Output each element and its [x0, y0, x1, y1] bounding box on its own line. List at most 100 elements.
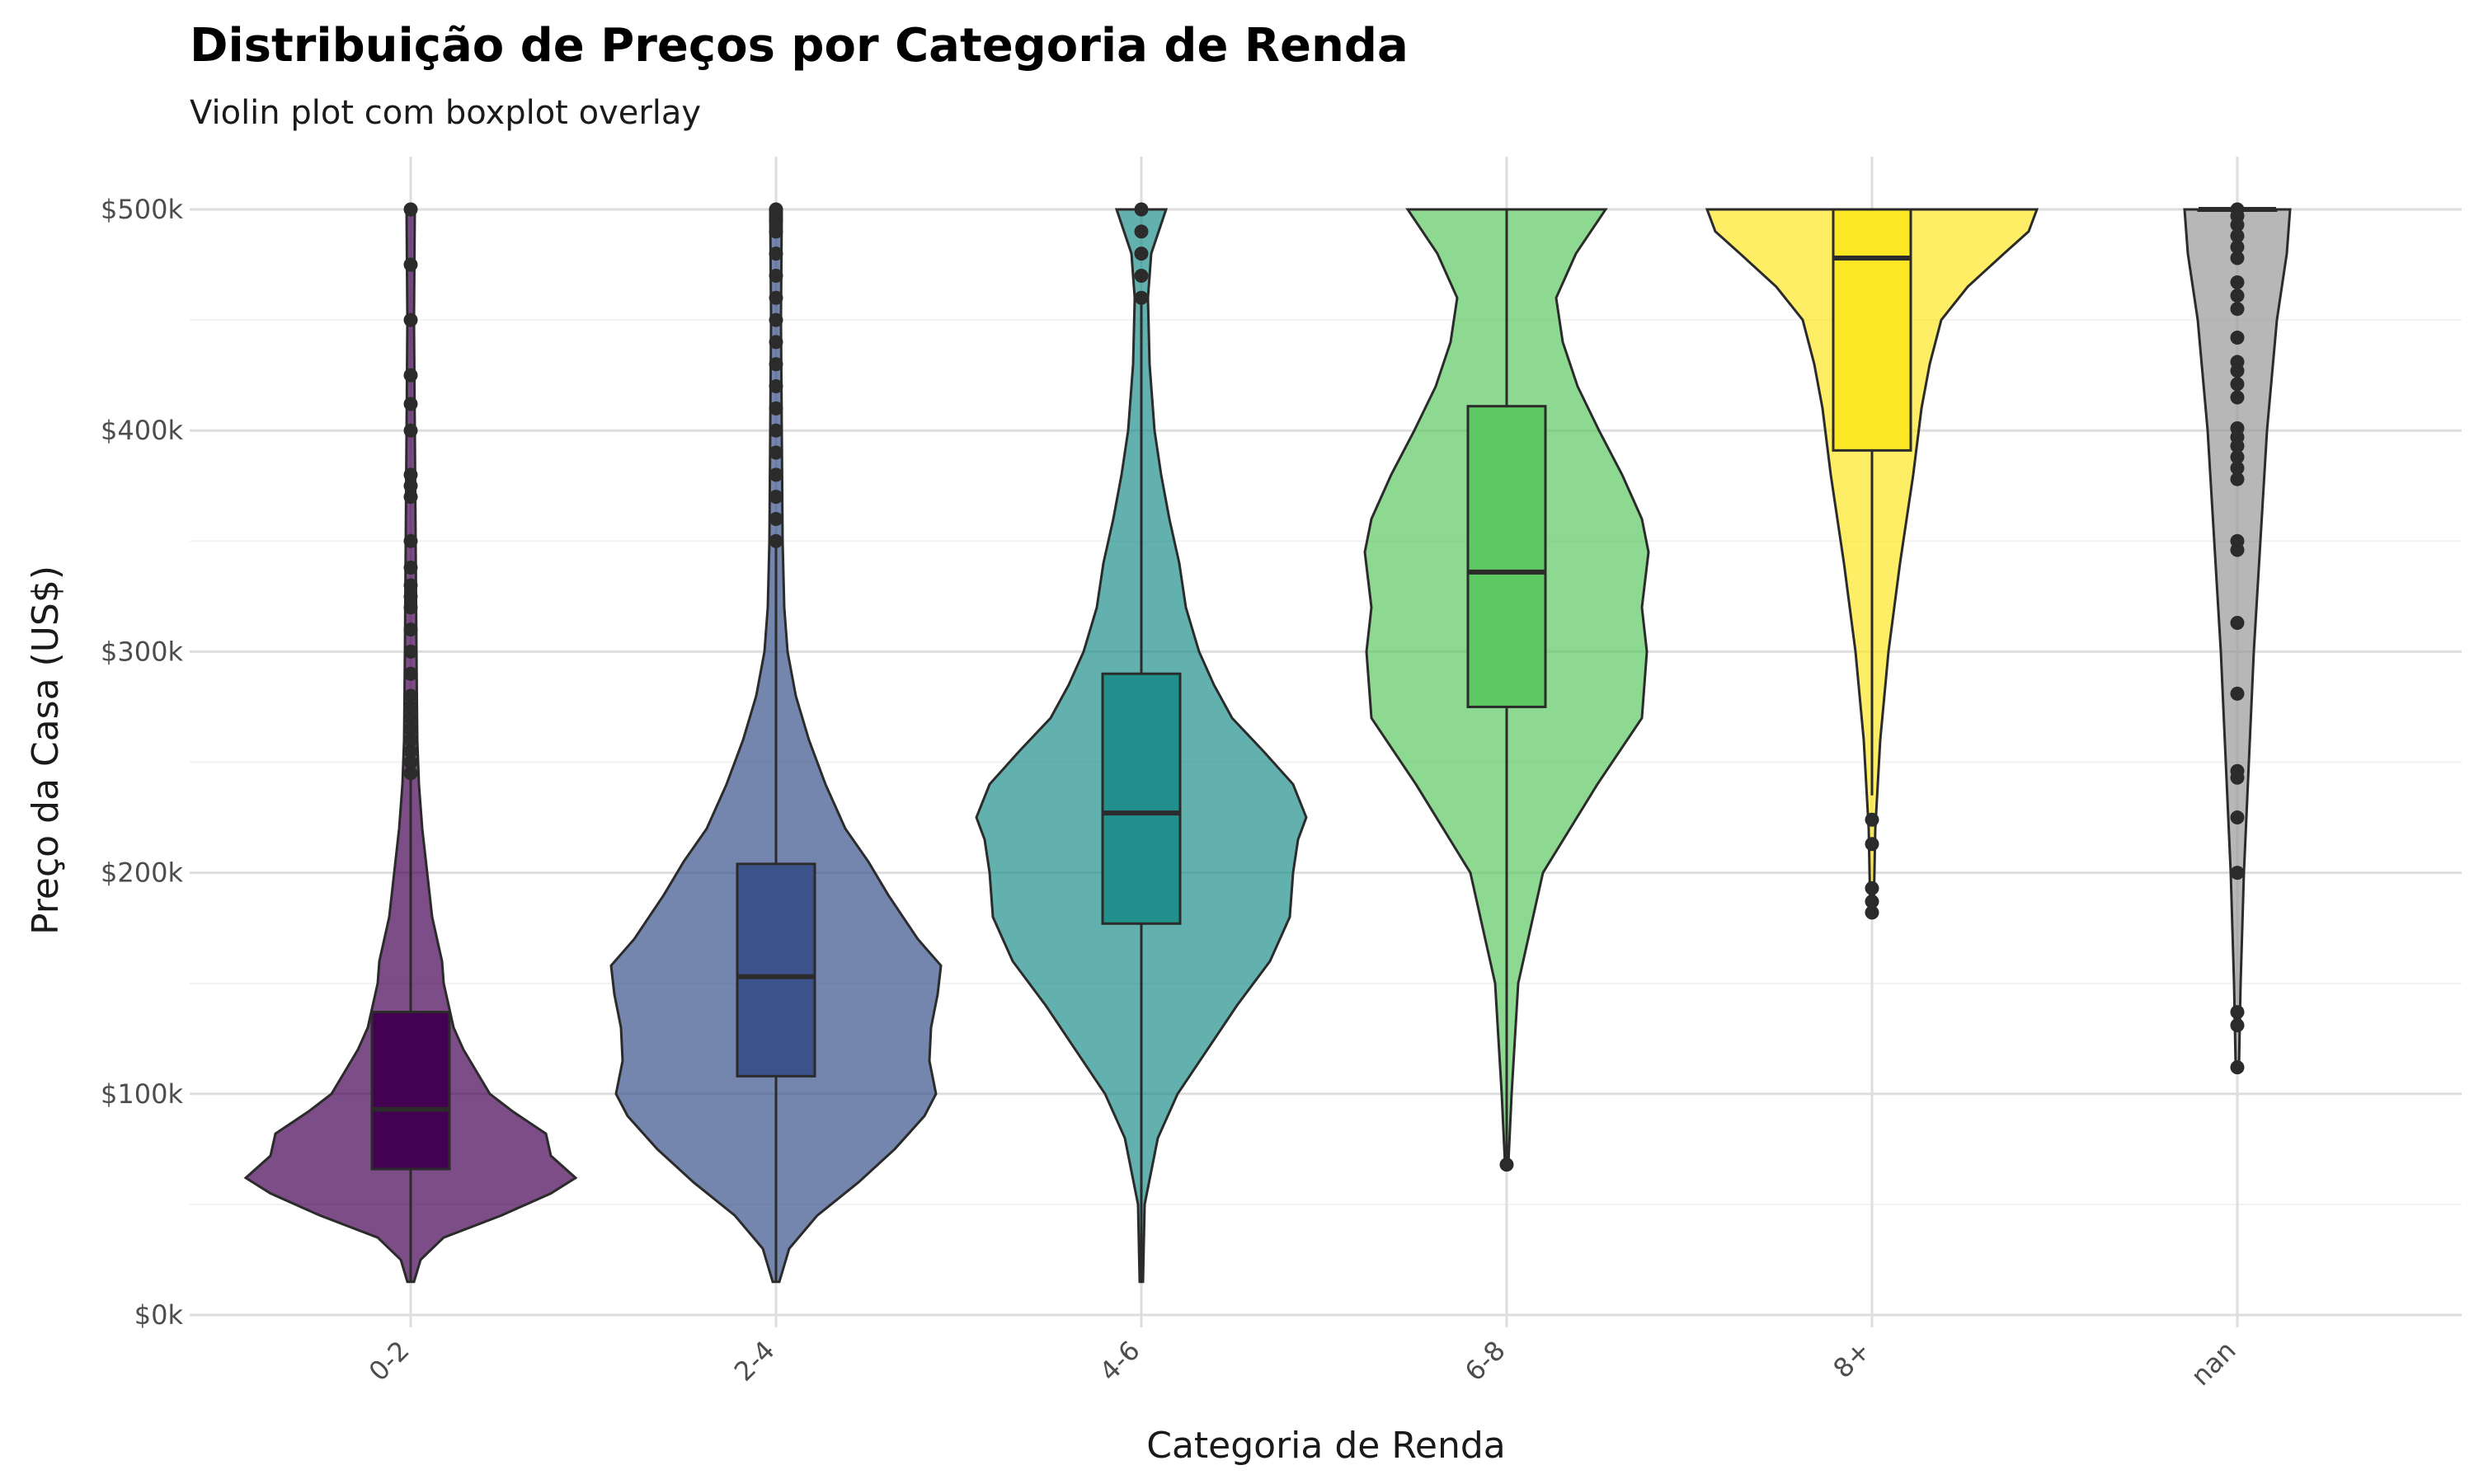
outlier-point	[2230, 228, 2245, 243]
y-tick-label: $400k	[101, 415, 183, 446]
outlier-point	[1134, 202, 1149, 217]
outlier-point	[1134, 224, 1149, 239]
outlier-point	[2230, 533, 2245, 548]
outlier-point	[403, 478, 418, 493]
outlier-point	[769, 401, 783, 416]
x-tick-label: 6-8	[1459, 1335, 1512, 1388]
outlier-point	[2230, 449, 2245, 464]
outlier-point	[769, 247, 783, 261]
outlier-point	[2230, 302, 2245, 317]
outlier-point	[403, 423, 418, 438]
outlier-point	[403, 755, 418, 769]
box	[1832, 208, 1912, 452]
outlier-point	[769, 490, 783, 505]
outlier-point	[2230, 686, 2245, 701]
outlier-point	[2230, 390, 2245, 405]
outlier-point	[1134, 268, 1149, 283]
y-tick-label: $100k	[101, 1078, 183, 1110]
y-tick-label: $0k	[134, 1299, 184, 1331]
violin-group	[609, 202, 943, 1284]
outlier-point	[403, 711, 418, 726]
box	[370, 1011, 451, 1171]
outlier-point	[2230, 251, 2245, 265]
outlier-point	[2230, 461, 2245, 476]
outlier-point	[403, 202, 418, 217]
outlier-point	[2230, 377, 2245, 392]
chart-subtitle: Violin plot com boxplot overlay	[190, 94, 701, 132]
outlier-point	[2230, 240, 2245, 255]
outlier-point	[2230, 1005, 2245, 1020]
outlier-point	[403, 600, 418, 615]
outlier-point	[1865, 837, 1879, 852]
outlier-point	[2230, 616, 2245, 631]
x-tick-label: 8+	[1827, 1335, 1876, 1384]
outlier-point	[769, 202, 783, 217]
outlier-point	[403, 699, 418, 714]
y-axis-title: Preço da Casa (US$)	[25, 566, 67, 935]
outlier-point	[403, 490, 418, 505]
outlier-point	[769, 224, 783, 239]
outlier-point	[1865, 812, 1879, 827]
outlier-point	[1865, 894, 1879, 909]
outlier-point	[769, 335, 783, 350]
outlier-point	[403, 560, 418, 575]
outlier-point	[769, 312, 783, 327]
outlier-point	[769, 423, 783, 438]
violin-group	[975, 202, 1308, 1284]
outlier-point	[769, 379, 783, 394]
box	[736, 862, 816, 1078]
outlier-point	[2230, 1060, 2245, 1075]
outlier-point	[769, 467, 783, 482]
outlier-point	[2230, 331, 2245, 345]
outlier-point	[769, 357, 783, 372]
outlier-point	[769, 511, 783, 526]
outlier-point	[2230, 421, 2245, 436]
violin-group	[243, 202, 578, 1284]
x-tick-label: 4-6	[1094, 1335, 1146, 1388]
outlier-point	[403, 622, 418, 637]
outlier-point	[1134, 290, 1149, 305]
outlier-point	[769, 268, 783, 283]
outlier-point	[403, 257, 418, 272]
outlier-point	[2230, 202, 2245, 217]
outlier-point	[403, 578, 418, 593]
x-tick-label: 0-2	[363, 1335, 416, 1388]
outlier-point	[403, 467, 418, 482]
x-tick-label: 2-4	[728, 1335, 781, 1388]
y-tick-label: $500k	[101, 194, 183, 225]
outlier-point	[403, 766, 418, 781]
outlier-point	[1865, 881, 1879, 895]
outlier-point	[769, 445, 783, 460]
outlier-point	[403, 733, 418, 748]
violins	[243, 202, 2292, 1284]
outlier-point	[403, 688, 418, 703]
outlier-point	[1499, 1158, 1514, 1172]
outlier-point	[2230, 866, 2245, 881]
x-axis-title: Categoria de Renda	[1146, 1425, 1506, 1467]
y-tick-label: $200k	[101, 857, 183, 889]
outlier-point	[769, 533, 783, 548]
outlier-point	[1865, 905, 1879, 920]
outlier-point	[403, 644, 418, 659]
outlier-point	[2230, 289, 2245, 303]
outlier-point	[769, 290, 783, 305]
outlier-point	[403, 721, 418, 736]
box	[1101, 672, 1182, 925]
outlier-point	[2230, 1018, 2245, 1033]
outlier-point	[2230, 472, 2245, 486]
outlier-point	[2230, 355, 2245, 369]
outlier-point	[403, 666, 418, 681]
outlier-point	[403, 589, 418, 603]
outlier-point	[403, 744, 418, 758]
outlier-point	[2230, 275, 2245, 290]
outlier-point	[2230, 810, 2245, 825]
outlier-point	[403, 397, 418, 411]
outlier-point	[2230, 763, 2245, 778]
violin-group	[1705, 208, 2039, 920]
y-tick-label: $300k	[101, 636, 183, 667]
box	[1466, 405, 1547, 708]
outlier-point	[403, 312, 418, 327]
outlier-point	[1134, 247, 1149, 261]
